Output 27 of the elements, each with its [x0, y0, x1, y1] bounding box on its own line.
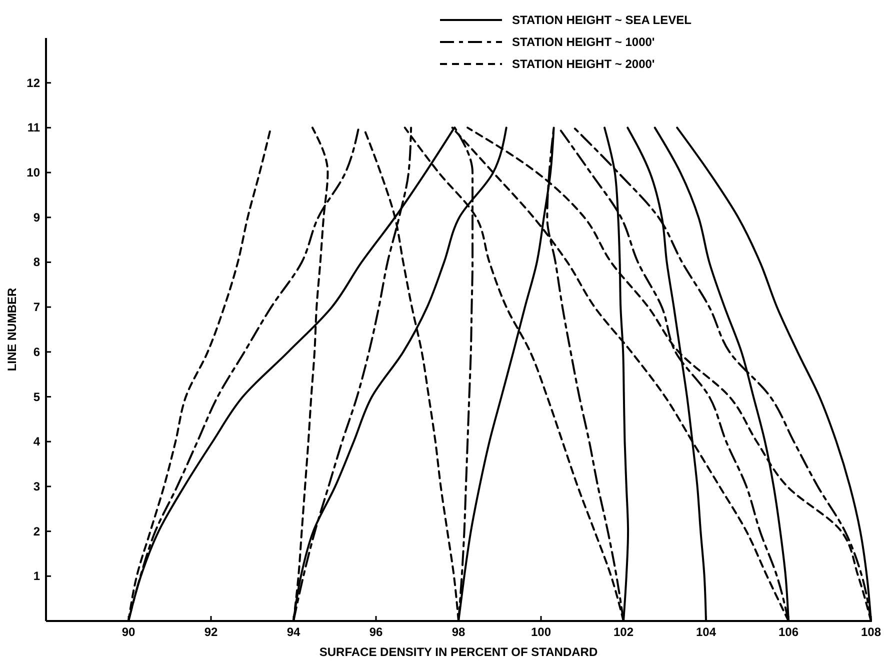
x-tick-label: 104 — [696, 625, 716, 639]
y-tick-label: 6 — [33, 344, 40, 359]
y-tick-label: 8 — [33, 255, 40, 270]
x-tick-label: 96 — [369, 625, 383, 639]
x-tick-label: 102 — [613, 625, 634, 639]
x-tick-label: 94 — [286, 625, 300, 639]
y-axis-title: LINE NUMBER — [5, 288, 19, 372]
y-tick-label: 2 — [33, 524, 40, 538]
y-tick-label: 9 — [33, 210, 40, 224]
y-tick-label: 11 — [27, 120, 40, 135]
y-tick-label: 5 — [33, 390, 40, 404]
y-tick-label: 12 — [26, 76, 40, 90]
text: STATION HEIGHT ~ 2000' — [512, 57, 655, 71]
y-tick-label: 4 — [33, 434, 40, 449]
x-tick-label: 108 — [860, 625, 882, 639]
y-tick-label: 3 — [33, 479, 40, 494]
text: STATION HEIGHT ~ SEA LEVEL — [512, 13, 692, 27]
y-tick-label: 1 — [33, 569, 40, 584]
x-tick-label: 92 — [204, 625, 218, 639]
y-tick-label: 7 — [33, 300, 40, 314]
x-tick-label: 106 — [778, 625, 799, 639]
y-tick-label: 10 — [26, 166, 40, 180]
x-tick-label: 98 — [452, 625, 466, 639]
x-tick-label: 90 — [122, 625, 136, 639]
text: STATION HEIGHT ~ 1000' — [512, 35, 655, 49]
x-axis-title: SURFACE DENSITY IN PERCENT OF STANDARD — [319, 645, 598, 659]
x-tick-label: 100 — [530, 625, 552, 639]
